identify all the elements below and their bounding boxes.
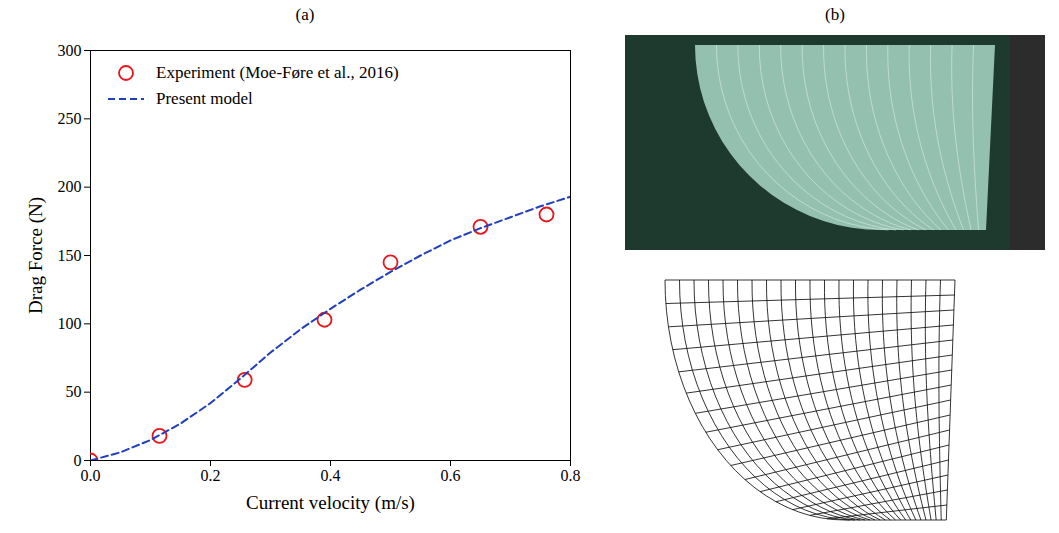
svg-text:Current velocity (m/s): Current velocity (m/s) [246, 492, 415, 514]
svg-text:0: 0 [73, 451, 82, 469]
svg-text:0.0: 0.0 [81, 467, 101, 484]
html-text:(a): (a) [295, 5, 315, 24]
svg-text:300: 300 [58, 42, 82, 59]
svg-text:0.2: 0.2 [201, 467, 221, 484]
svg-text:0.6: 0.6 [441, 467, 461, 484]
svg-text:100: 100 [58, 315, 82, 332]
svg-text:Drag Force (N): Drag Force (N) [25, 197, 47, 314]
html-text:Experiment (Moe-Føre et al., 2: Experiment (Moe-Føre et al., 2016) [156, 63, 399, 82]
svg-text:50: 50 [66, 383, 82, 400]
svg-text:200: 200 [58, 178, 82, 195]
svg-text:150: 150 [58, 247, 82, 264]
svg-text:0.8: 0.8 [561, 467, 581, 484]
svg-text:250: 250 [58, 110, 82, 127]
svg-text:0.4: 0.4 [321, 467, 341, 484]
html-text:Present model: Present model [156, 89, 253, 108]
html-text:(b): (b) [825, 5, 845, 24]
